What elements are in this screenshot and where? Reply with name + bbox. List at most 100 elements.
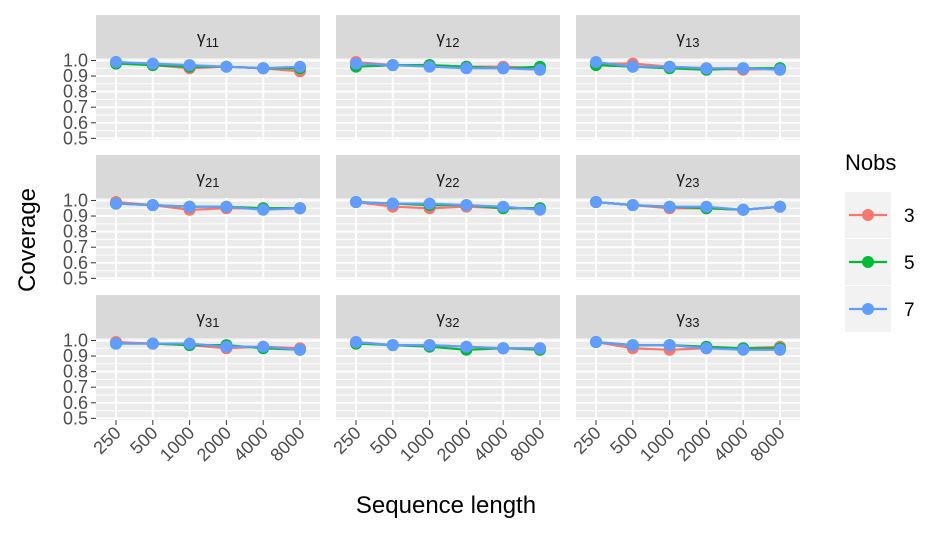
facet-strip-subscript: 22	[445, 175, 459, 190]
legend-entry-label: 3	[904, 206, 915, 227]
data-point-nobs-7	[460, 340, 473, 353]
data-point-nobs-7	[663, 60, 676, 73]
y-tick-label: 0.5	[63, 408, 88, 428]
facet-strip-symbol: γ	[437, 28, 446, 47]
facet-strip-subscript: 11	[206, 35, 220, 50]
x-tick-label: 8000	[506, 423, 548, 465]
facet-strip	[96, 295, 320, 338]
legend-key-point	[862, 209, 874, 221]
y-tick-label: 0.8	[63, 222, 88, 242]
data-point-nobs-7	[220, 200, 233, 213]
legend-entry-label: 5	[904, 253, 915, 274]
x-tick-label: 4000	[710, 423, 752, 465]
data-point-nobs-7	[774, 63, 786, 76]
data-point-nobs-7	[110, 197, 122, 210]
data-point-nobs-7	[534, 63, 546, 76]
x-tick-label: 500	[126, 423, 161, 458]
data-point-nobs-7	[110, 337, 122, 350]
x-tick-label: 250	[89, 423, 124, 458]
data-point-nobs-7	[700, 62, 713, 75]
data-point-nobs-7	[350, 196, 362, 209]
legend-keys: 3 5 7	[845, 192, 915, 332]
x-tick-label: 2000	[193, 423, 235, 465]
facet-strip-label: γ32	[437, 308, 460, 330]
legend: Nobs 3 5 7	[845, 150, 915, 332]
y-axis-title: Coverage	[14, 188, 41, 292]
facet-strip-label: γ22	[437, 168, 460, 190]
series-line-nobs-7	[115, 60, 301, 70]
series-line-nobs-7	[355, 200, 541, 211]
facet-strip-subscript: 13	[685, 35, 699, 50]
series-line-nobs-7	[116, 342, 301, 351]
y-tick-label: 1.0	[63, 330, 88, 350]
facet-strip-symbol: γ	[437, 308, 446, 327]
facet-panel-31: γ31 0.50.60.70.80.91.0 250 5001000200040008…	[63, 295, 320, 465]
y-tick-label: 0.7	[63, 377, 88, 397]
x-tick-label: 8000	[746, 423, 788, 465]
y-tick-label: 0.8	[63, 362, 88, 382]
data-point-nobs-7	[774, 200, 786, 213]
data-point-nobs-7	[386, 339, 399, 352]
facet-strip-label: γ21	[197, 168, 220, 190]
facet-strip	[576, 155, 800, 198]
facet-strip-label: γ11	[197, 28, 219, 50]
data-point-nobs-7	[590, 196, 602, 209]
data-point-nobs-7	[294, 60, 306, 73]
data-point-nobs-7	[460, 199, 473, 212]
x-tick-label: 1000	[636, 423, 678, 465]
data-point-nobs-7	[663, 200, 676, 213]
facet-panel-23: γ23	[576, 155, 800, 280]
y-tick-label: 0.5	[63, 268, 88, 288]
facet-strip-symbol: γ	[677, 168, 686, 187]
legend-entry-label: 7	[904, 300, 915, 321]
x-tick-label: 8000	[266, 423, 308, 465]
facet-strip	[336, 155, 560, 198]
data-point-nobs-7	[626, 339, 639, 352]
data-point-nobs-7	[386, 59, 399, 72]
data-point-nobs-7	[257, 340, 270, 353]
data-point-nobs-7	[423, 339, 436, 352]
data-point-nobs-7	[737, 203, 750, 216]
data-point-nobs-7	[423, 197, 436, 210]
facet-strip-label: γ33	[677, 308, 700, 330]
data-point-nobs-7	[257, 203, 270, 216]
y-tick-label: 0.9	[63, 206, 88, 226]
facet-strip	[96, 155, 320, 198]
x-tick-label: 250	[329, 423, 364, 458]
facet-strip-subscript: 23	[685, 175, 699, 190]
data-point-nobs-7	[737, 62, 750, 75]
facet-panel-22: γ22	[336, 155, 560, 280]
data-point-nobs-7	[294, 343, 306, 356]
data-point-nobs-7	[460, 62, 473, 75]
y-tick-label: 1.0	[63, 190, 88, 210]
data-point-nobs-7	[700, 200, 713, 213]
x-tick-label: 4000	[470, 423, 512, 465]
data-point-nobs-7	[497, 200, 510, 213]
facet-strip-symbol: γ	[677, 308, 686, 327]
series-line-nobs-7	[355, 62, 541, 71]
series-line-nobs-7	[595, 60, 781, 71]
y-tick-label: 0.9	[63, 66, 88, 86]
y-tick-label: 0.6	[63, 113, 88, 133]
data-point-nobs-7	[257, 62, 270, 75]
y-tick-label: 1.0	[63, 50, 88, 70]
x-tick-label: 500	[366, 423, 401, 458]
y-tick-label: 0.9	[63, 346, 88, 366]
facet-panel-11: γ11 0.50.60.70.80.91.0	[63, 15, 320, 148]
y-tick-label: 0.7	[63, 97, 88, 117]
facet-strip	[336, 295, 560, 338]
series-line-nobs-7	[595, 340, 780, 351]
facet-strip-label: γ23	[677, 168, 700, 190]
facet-strip-symbol: γ	[197, 28, 206, 47]
data-point-nobs-7	[386, 197, 399, 210]
x-tick-label: 1000	[156, 423, 198, 465]
data-point-nobs-7	[146, 337, 159, 350]
facet-strip-subscript: 12	[445, 35, 459, 50]
data-point-nobs-7	[663, 339, 676, 352]
data-point-nobs-7	[183, 200, 196, 213]
y-tick-label: 0.7	[63, 237, 88, 257]
data-point-nobs-7	[626, 60, 639, 73]
facet-panel-13: γ13	[576, 15, 800, 140]
